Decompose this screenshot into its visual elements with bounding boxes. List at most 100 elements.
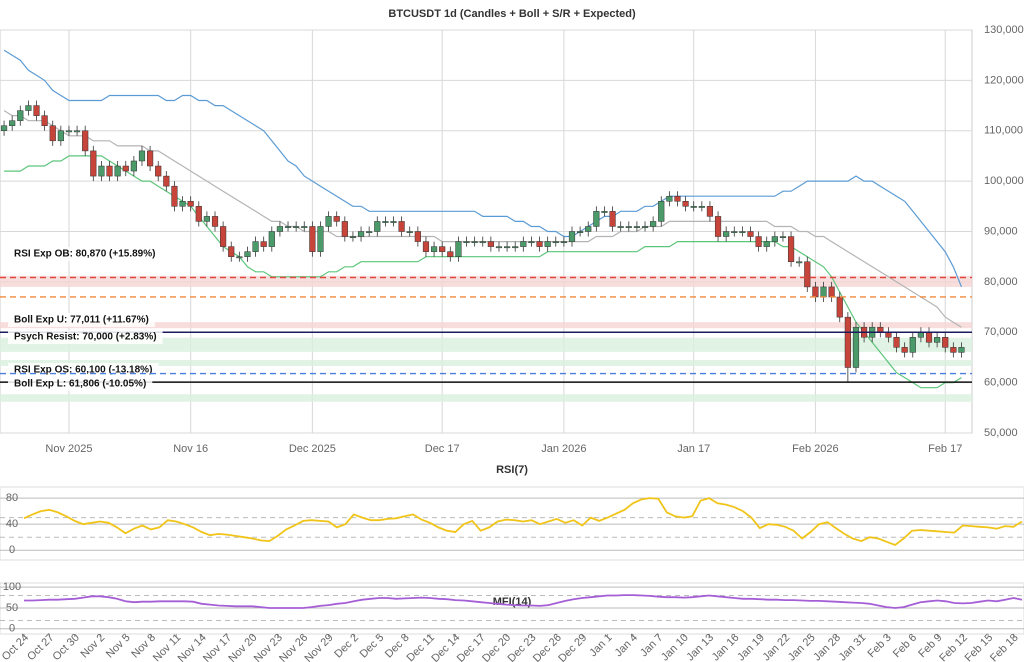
candle-body [414,231,421,242]
candle-body [333,216,340,222]
candle-body [731,231,738,233]
candle-body [439,246,446,252]
candle-body [284,226,292,228]
candle-body [406,231,413,233]
candle-body [357,231,365,237]
candle-body [341,221,348,237]
candle-body [568,231,576,242]
indicator-line [23,497,1023,547]
candle-body [382,221,389,223]
x-tick-label: Nov 16 [173,443,208,455]
candle-body [49,125,56,142]
candle-body [122,165,129,172]
level-label-bg [8,313,155,327]
candle-body [658,201,665,222]
candle-body [430,246,438,252]
candle-body [617,226,624,228]
candle-body [495,246,503,249]
y-tick-label: 90,000 [984,225,1018,237]
candle-body [244,251,251,257]
x-tick-label: Dec 5 [358,632,387,661]
candle-body [90,150,97,177]
candle-body [666,195,673,202]
sr-zone [0,394,972,402]
x-tick-label: Nov 29 [303,632,336,662]
x-tick-label: Nov 2 [78,632,107,661]
x-tick-label: Oct 30 [51,632,82,662]
candle-body [820,286,827,298]
candle-body [455,241,462,257]
y-tick-label: 100,000 [984,175,1024,187]
candle-body [593,211,600,227]
x-tick-label: Oct 24 [0,632,31,662]
candle-body [950,347,957,353]
candle-body [536,241,543,247]
candle-body [179,201,186,207]
candle-body [528,241,535,244]
candle-body [9,120,16,126]
level-label: RSI Exp OB: 80,870 (+15.89%) [14,249,155,260]
candle-body [0,125,8,132]
y-tick-label: 130,000 [984,24,1024,36]
sr-zone [0,322,972,329]
candle-body [512,246,519,249]
candle-body [698,206,705,208]
x-tick-label: Feb 17 [928,443,962,455]
candle-body [309,226,316,252]
candle-body [220,226,227,247]
candle-body [163,175,170,187]
rsi-title: RSI(7) [496,464,528,476]
candle-body [942,337,949,348]
candle-body [585,226,592,232]
candle-body [958,347,965,353]
x-tick-label: Feb 2026 [792,443,838,455]
candle-body [723,231,730,237]
level-label-bg [8,247,162,261]
candle-body [155,165,162,177]
candle-body [682,201,689,207]
candle-body [520,241,527,247]
y-tick-label: 80,000 [984,276,1018,288]
y-tick-label: 70,000 [984,326,1018,338]
candle-body [57,130,64,142]
candle-body [301,226,308,228]
candle-body [577,231,584,233]
candle-body [211,216,219,227]
sr-zone [0,275,972,287]
candle-body [252,241,259,252]
candle-body [787,236,795,262]
candle-body [755,236,762,247]
candle-body [73,130,81,133]
candle-body [925,332,933,343]
candle-body [33,105,40,116]
candle-body [374,221,381,232]
candle-body [422,241,430,252]
candle-body [228,246,235,257]
x-tick-label: Nov 5 [104,632,133,661]
chart-title: BTCUSDT 1d (Candles + Boll + S/R + Expec… [388,8,636,20]
panel-frame [0,486,1024,561]
y-tick-label: 40 [6,518,18,530]
candle-body [203,216,210,222]
y-tick-label: 0 [9,623,15,635]
level-label-bg [8,377,153,391]
candle-body [625,226,632,228]
candle-body [293,226,300,228]
candle-body [398,221,405,232]
y-tick-label: 110,000 [984,125,1023,137]
candle-body [771,236,778,242]
candle-body [641,226,649,228]
candle-body [487,241,494,247]
candle-body [447,251,454,257]
candle-body [934,337,941,343]
level-label: Boll Exp U: 77,011 (+11.67%) [14,315,149,326]
y-tick-label: 50,000 [984,427,1018,439]
panel-frame [0,582,1024,635]
candle-body [98,165,105,177]
candle-body [796,261,803,264]
candle-body [674,195,681,202]
candle-body [17,110,24,121]
candle-body [349,236,357,238]
candle-body [195,206,202,222]
